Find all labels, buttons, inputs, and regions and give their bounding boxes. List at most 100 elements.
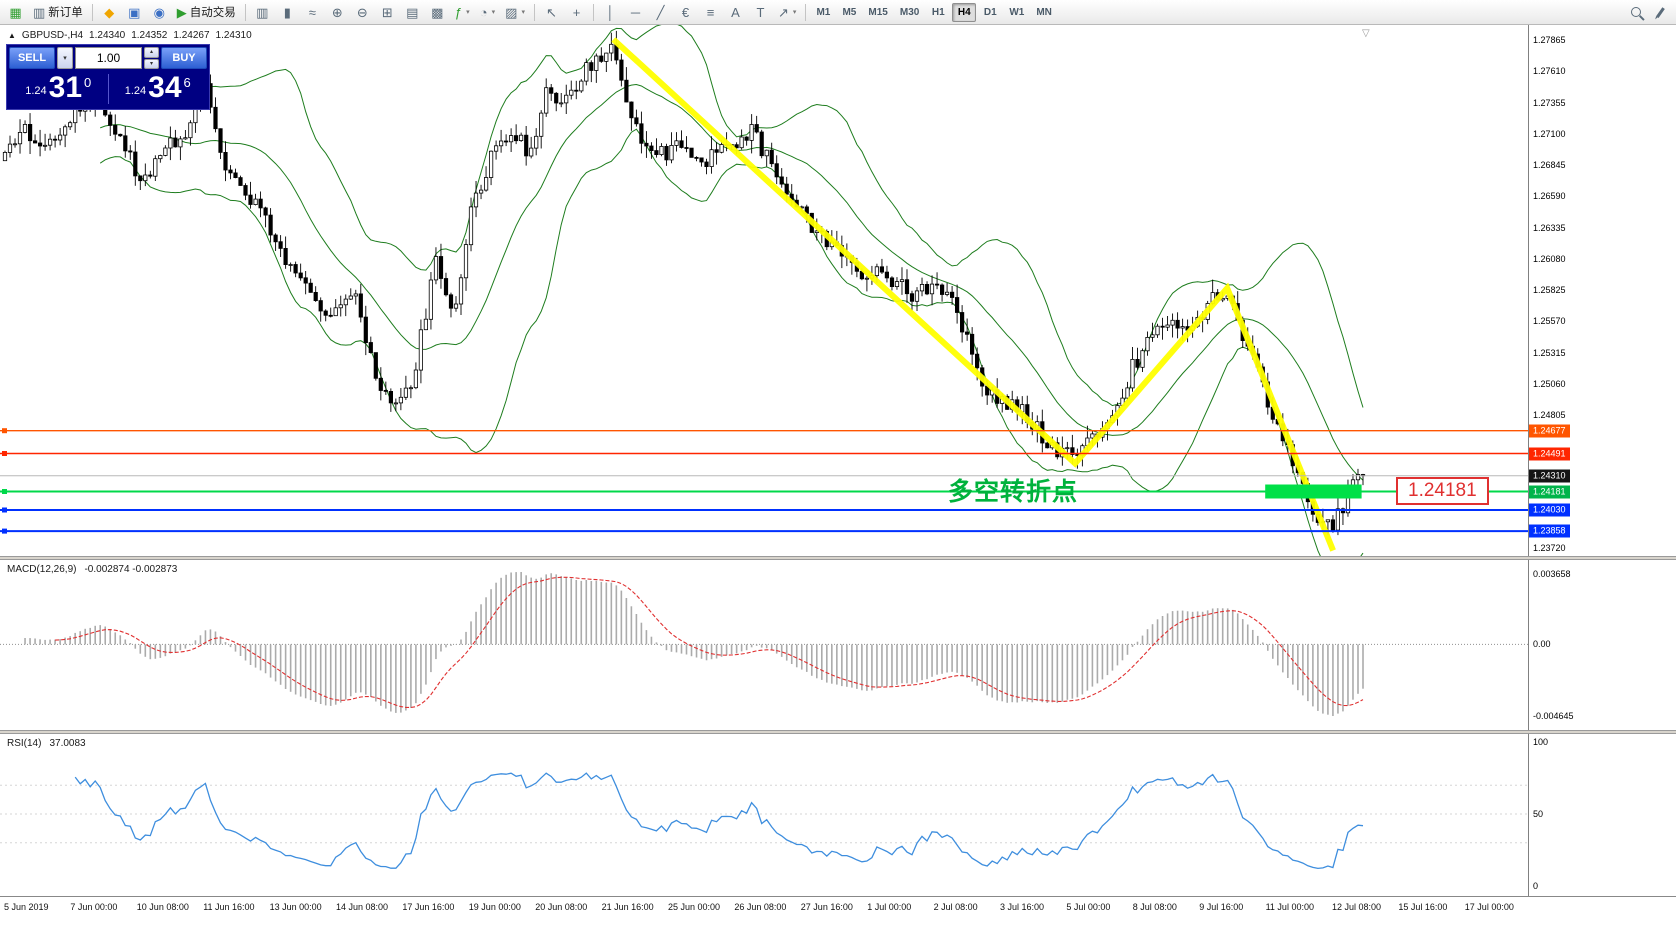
volume-increase-button[interactable]: ▴ [144,47,159,58]
price-tick: 1.26590 [1533,191,1566,202]
candlestick-chart-button[interactable]: ▮ [276,2,299,23]
line-anchor-handle[interactable] [2,489,7,494]
symbol-direction-icon: ▲ [8,31,16,40]
timeframe-h1-button[interactable]: H1 [931,6,945,18]
new-order-button[interactable]: ▥ 新订单 [29,2,87,23]
macd-panel: MACD(12,26,9) -0.002874 -0.002873 0.0036… [0,560,1676,730]
buy-price[interactable]: 1.24 34 6 [109,73,208,103]
rsi-line [74,772,1364,870]
search-icon[interactable] [1624,2,1647,23]
zoom-out-button-glyph: ⊖ [356,4,368,20]
macd-canvas [0,560,1529,730]
line-chart-button[interactable]: ≈ [301,2,324,23]
price-tag: 1.24030 [1529,503,1570,517]
text-button-glyph: A [731,4,740,20]
timeframe-w1-button[interactable]: W1 [1009,6,1025,18]
channel-button-glyph: ≡ [706,4,715,20]
timeframe-d1-button[interactable]: D1 [983,6,997,18]
panel-separator[interactable] [0,730,1676,734]
indicators-button[interactable]: ƒ ▾ [451,2,474,23]
turning-point-annotation[interactable]: 多空转折点 [948,478,1079,506]
time-axis-label: 12 Jul 08:00 [1332,902,1382,912]
panel-separator[interactable] [0,556,1676,560]
indicators-button-glyph: ƒ [454,4,463,20]
favorites-icon[interactable]: ◆ [98,2,121,23]
bollinger-bands [99,25,1364,556]
autotrading-button-label: 自动交易 [189,7,236,19]
buy-button[interactable]: BUY [161,47,207,69]
timeframe-m15-button[interactable]: M15 [868,6,888,18]
time-axis-label: 20 Jun 08:00 [535,902,588,912]
tile-windows-button[interactable]: ⊞ [376,2,399,23]
line-anchor-handle[interactable] [2,451,7,456]
chart-shift-marker[interactable]: ▽ [1362,28,1370,39]
dropdown-caret-icon: ▾ [491,9,496,16]
time-axis-label: 14 Jun 08:00 [336,902,389,912]
timeframe-h4-button[interactable]: H4 [952,2,977,22]
sell-button[interactable]: SELL [9,47,55,69]
timeframe-group: M1 M5 M15 M30 H1 H4 D1 W1 MN [810,0,1057,24]
macd-scale-top: 0.003658 [1533,569,1571,579]
ohlc-high: 1.24352 [131,30,168,41]
arrange-windows-button[interactable]: ▩ [426,2,449,23]
new-order-button-glyph: ▥ [33,4,46,20]
zoom-out-button[interactable]: ⊖ [351,2,374,23]
symbol-info: ▲ GBPUSD-,H4 1.24340 1.24352 1.24267 1.2… [8,30,252,41]
text-button[interactable]: A [724,2,747,23]
time-axis-label: 25 Jun 00:00 [668,902,721,912]
crosshair-button[interactable]: + [565,2,588,23]
trend-polyline[interactable] [611,37,1336,552]
timeframe-mn-button[interactable]: MN [1036,6,1052,18]
volume-dropdown-button[interactable]: ▾ [57,47,73,69]
time-axis-label: 27 Jun 16:00 [800,902,853,912]
cascade-windows-button[interactable]: ▤ [401,2,424,23]
timeframe-m1-button[interactable]: M1 [816,6,831,18]
price-tick: 1.26080 [1533,253,1566,264]
turning-point-highlight[interactable] [1265,484,1362,499]
periods-button[interactable]: ◔ ▾ [476,2,499,23]
bar-chart-button[interactable]: ▥ [251,2,274,23]
sell-price-pip: 0 [84,75,92,91]
rsi-scale-mid: 50 [1533,809,1544,819]
ohlc-close: 1.24310 [215,30,252,41]
time-axis-label: 11 Jun 16:00 [203,902,255,912]
new-chart-button-glyph: ▦ [9,4,22,20]
channel-button[interactable]: ≡ [699,2,722,23]
volume-decrease-button[interactable]: ▾ [144,58,159,69]
horizontal-line-button[interactable]: ─ [624,2,647,23]
quick-edit-icon[interactable] [1649,2,1672,23]
price-tick: 1.26845 [1533,160,1566,170]
line-anchor-handle[interactable] [2,528,7,534]
macd-signal-line [55,576,1364,709]
zoom-in-button[interactable]: ⊕ [326,2,349,23]
sell-price[interactable]: 1.24 31 0 [9,71,108,105]
one-click-trading-panel: SELL ▾ ▴ ▾ BUY 1.24 31 0 1.24 34 6 [6,44,210,110]
fibonacci-button[interactable]: € [674,2,697,23]
volume-input[interactable] [75,47,142,69]
line-anchor-handle[interactable] [2,428,7,434]
sell-price-big: 31 [48,71,83,105]
trendline-button-glyph: ╱ [656,4,665,20]
cursor-button[interactable]: ↖ [540,2,563,23]
macd-scale-bottom: -0.004645 [1533,711,1574,721]
timeframe-m30-button[interactable]: M30 [899,6,920,18]
vertical-line-button[interactable]: │ [599,2,622,23]
main-chart-panel: ▲ GBPUSD-,H4 1.24340 1.24352 1.24267 1.2… [0,25,1676,556]
templates-button[interactable]: ▨ ▾ [501,2,529,23]
price-callout-label[interactable]: 1.24181 [1396,477,1489,505]
text-label-button[interactable]: T [749,2,772,23]
data-window-button[interactable]: ◉ [148,2,171,23]
time-axis-label: 8 Jul 08:00 [1132,902,1177,912]
new-chart-button[interactable]: ▦ [4,2,27,23]
trendline-button[interactable]: ╱ [649,2,672,23]
tile-windows-button-glyph: ⊞ [381,4,393,20]
market-watch-button[interactable]: ▣ [123,2,146,23]
arrows-button[interactable]: ↗ ▾ [774,2,800,23]
line-anchor-handle[interactable] [2,507,7,513]
time-axis[interactable]: 5 Jun 2019 7 Jun 00:00 10 Jun 08:00 11 Jun … [0,896,1676,918]
autotrading-button[interactable]: ▶ 自动交易 [173,2,240,23]
toolbar-divider [592,3,594,21]
price-tick: 1.23720 [1533,543,1566,553]
trade-controls-row: SELL ▾ ▴ ▾ BUY [9,47,207,69]
timeframe-m5-button[interactable]: M5 [842,6,857,18]
